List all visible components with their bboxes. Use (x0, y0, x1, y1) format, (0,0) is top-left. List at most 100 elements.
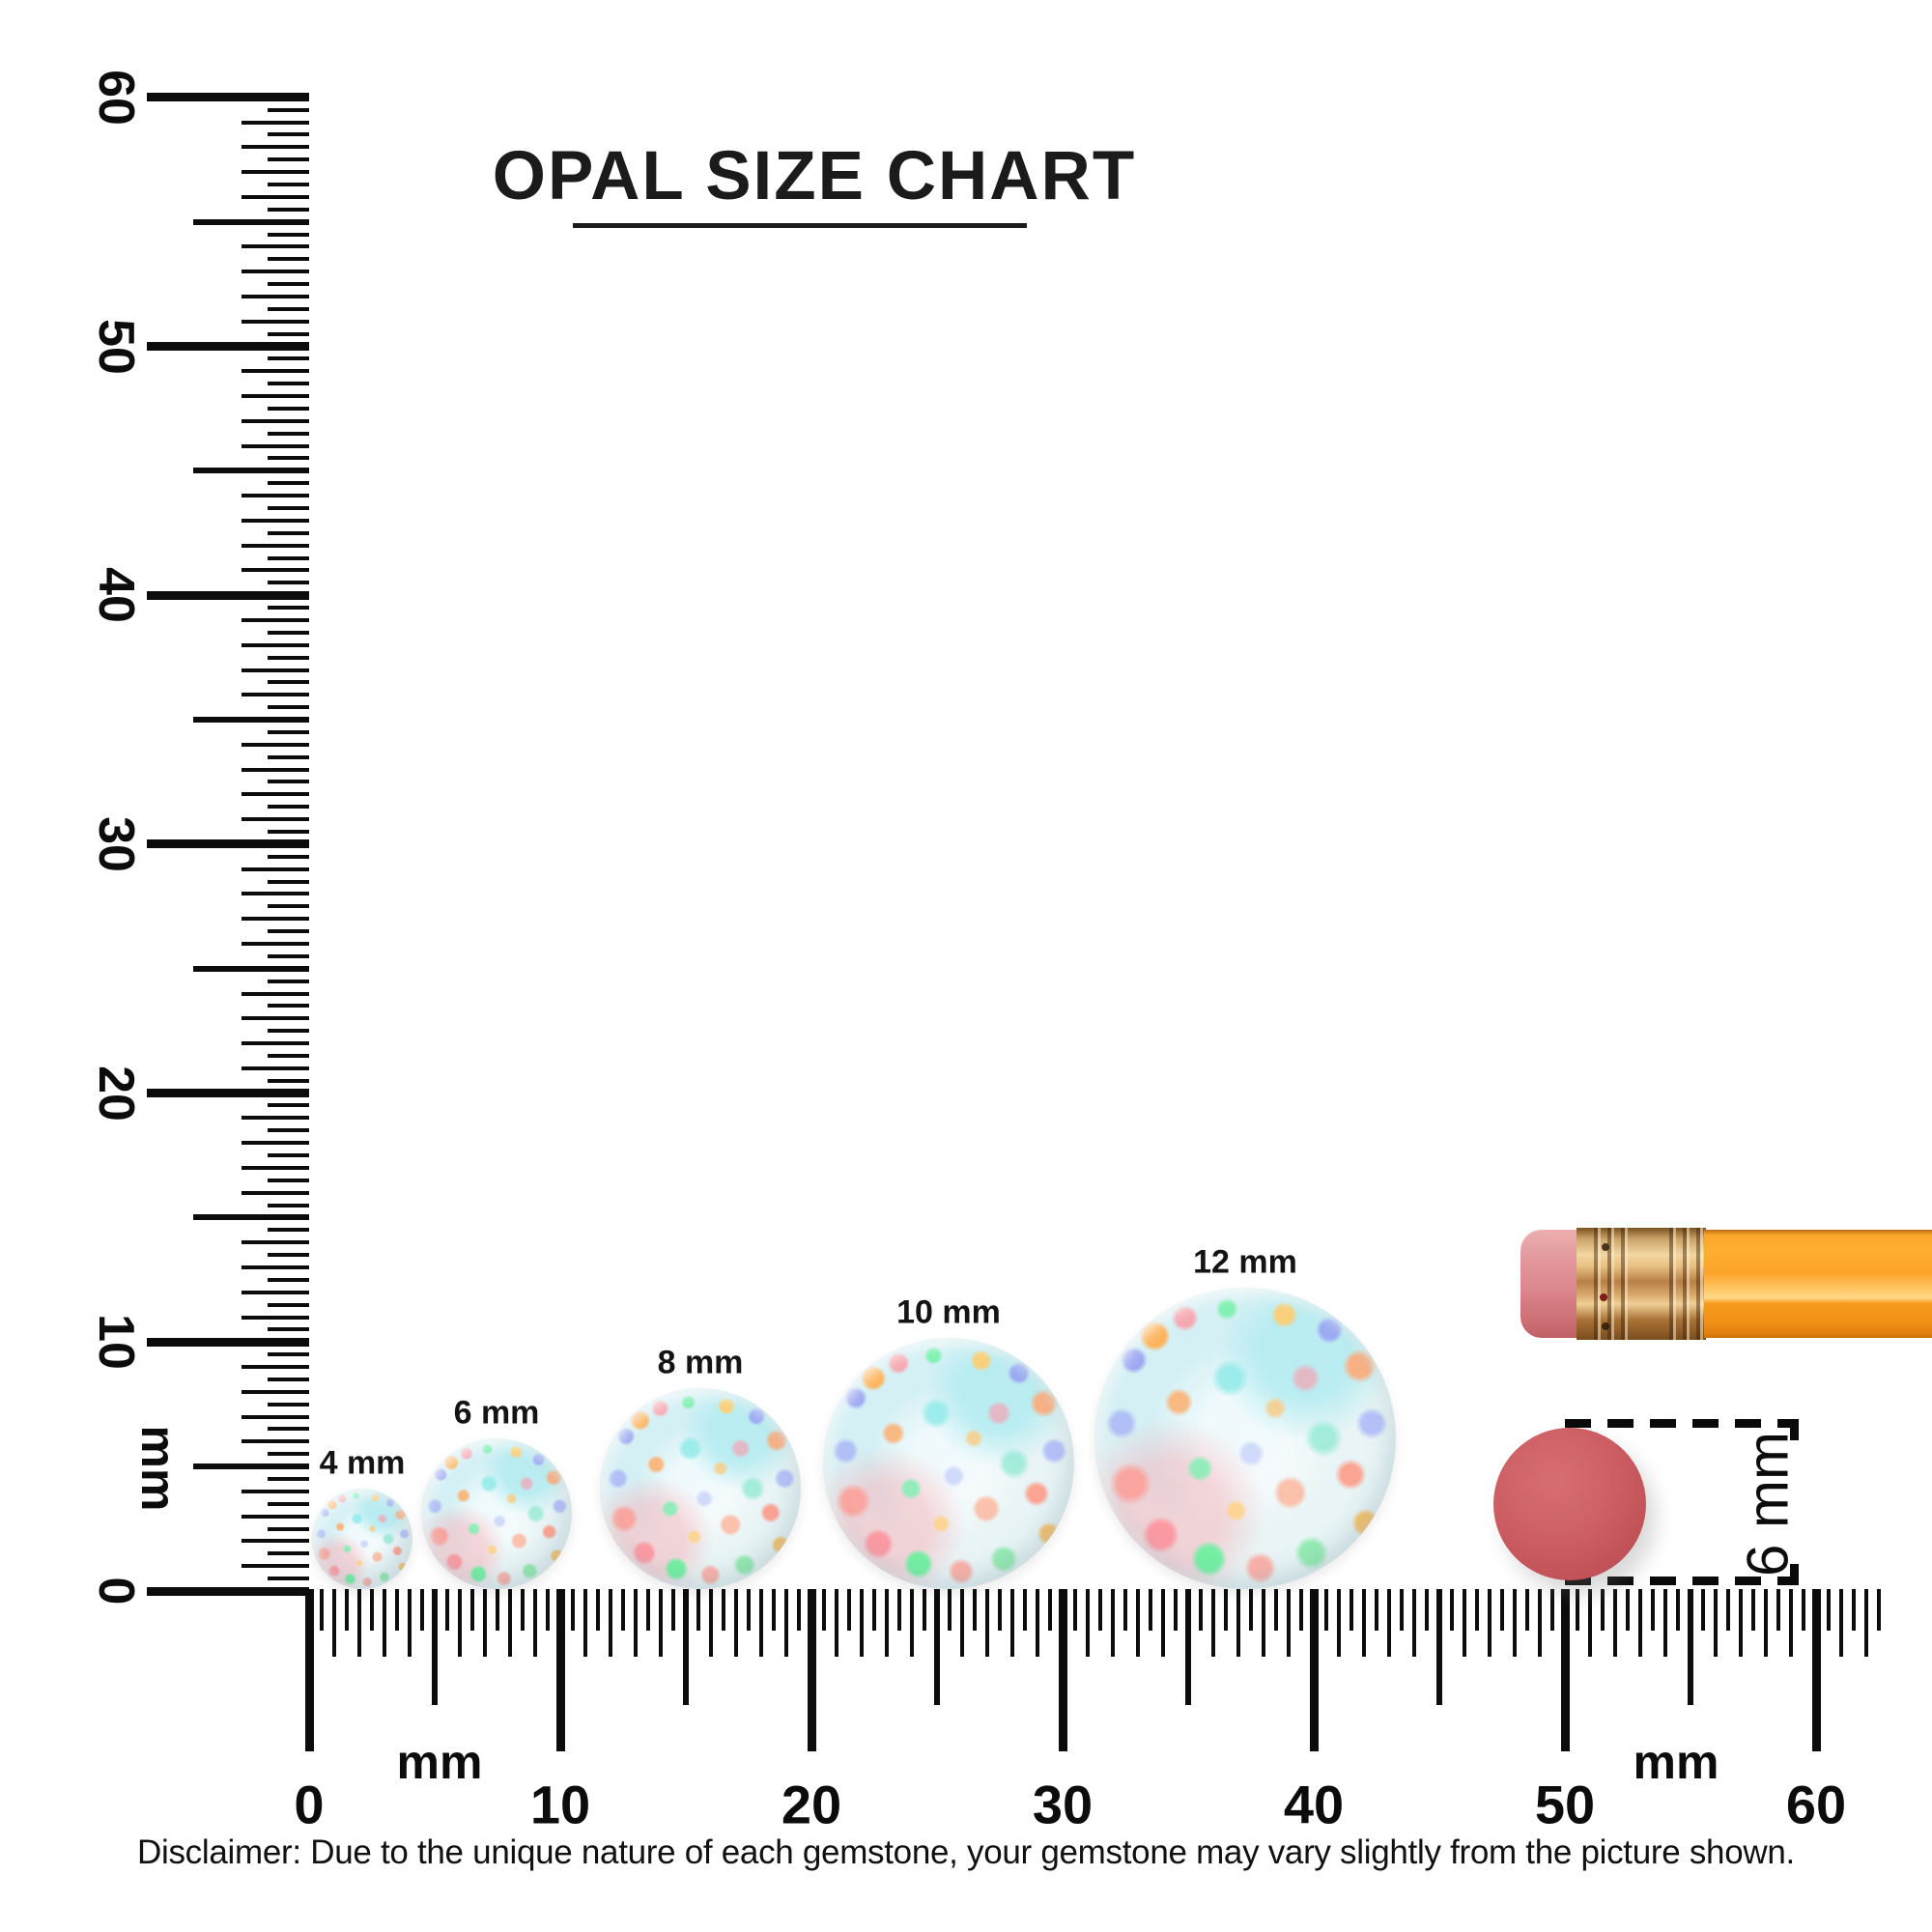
ruler-tick (1739, 1589, 1743, 1657)
measure-dash-top (1565, 1419, 1799, 1428)
ruler-tick (268, 1477, 309, 1482)
ruler-tick (268, 207, 309, 212)
ruler-tick (268, 1078, 309, 1083)
ruler-tick (193, 965, 309, 972)
ruler-tick (1058, 1589, 1067, 1751)
ruler-tick (1425, 1589, 1429, 1631)
ruler-tick (268, 1029, 309, 1034)
ruler-tick (1638, 1589, 1642, 1657)
ruler-tick (268, 729, 309, 734)
ruler-tick (934, 1589, 940, 1705)
opal-size-label: 8 mm (657, 1344, 744, 1381)
ruler-tick (1613, 1589, 1617, 1657)
ruler-tick (1560, 1589, 1570, 1751)
ruler-tick (147, 1586, 309, 1596)
ruler-tick (242, 120, 309, 125)
ruler-tick (242, 319, 309, 324)
eraser-measure-label: 6 mm (1735, 1432, 1801, 1577)
opal-gemstone (1094, 1288, 1396, 1589)
ruler-tick (1701, 1589, 1705, 1631)
ruler-tick (147, 839, 309, 849)
ruler-tick (1500, 1589, 1504, 1631)
ruler-tick (332, 1589, 336, 1657)
ruler-tick (1073, 1589, 1077, 1631)
ruler-tick (268, 655, 309, 660)
ruler-tick (1751, 1589, 1755, 1631)
ruler-tick (268, 754, 309, 759)
ruler-tick (1852, 1589, 1856, 1631)
ruler-tick (242, 1365, 309, 1370)
ruler-tick (268, 581, 309, 585)
ruler-tick (242, 693, 309, 697)
ruler-tick (268, 854, 309, 859)
ruler-tick (1651, 1589, 1655, 1631)
ruler-tick (1839, 1589, 1843, 1657)
ruler-tick (242, 617, 309, 622)
ruler-tick (242, 991, 309, 996)
ruler-tick (822, 1589, 826, 1631)
ruler-number-label: 60 (1785, 1774, 1847, 1835)
ruler-tick (1450, 1589, 1454, 1631)
ruler-tick (268, 805, 309, 810)
ruler-tick (268, 1327, 309, 1332)
ruler-tick (268, 257, 309, 262)
pencil-eraser-tip (1520, 1230, 1578, 1338)
ruler-tick (1174, 1589, 1178, 1631)
ruler-tick (242, 1240, 309, 1245)
ruler-tick (268, 680, 309, 685)
pencil-body (1704, 1230, 1932, 1338)
ruler-tick (784, 1589, 788, 1657)
ruler-tick (1350, 1589, 1353, 1631)
ruler-tick (268, 1228, 309, 1233)
ruler-tick (242, 1414, 309, 1419)
ruler-tick (521, 1589, 525, 1631)
ruler-tick (1262, 1589, 1265, 1657)
ruler-tick (268, 1253, 309, 1258)
ruler-tick (483, 1589, 487, 1657)
ruler-tick (268, 1203, 309, 1208)
ruler-tick (242, 1539, 309, 1544)
ruler-tick (242, 1439, 309, 1444)
ruler-number-label: 10 (529, 1774, 591, 1835)
ruler-tick (242, 867, 309, 871)
ruler-tick (242, 642, 309, 647)
ruler-number-label: 50 (1534, 1774, 1596, 1835)
ruler-tick (1236, 1589, 1240, 1657)
ruler-tick (304, 1589, 314, 1751)
ruler-tick (1224, 1589, 1228, 1631)
ruler-tick (910, 1589, 914, 1657)
ruler-tick (268, 382, 309, 386)
ruler-tick (596, 1589, 600, 1631)
ruler-tick (1789, 1589, 1793, 1657)
measure-dash-end-top (1790, 1421, 1799, 1440)
ruler-tick (147, 1089, 309, 1098)
ruler-tick (345, 1589, 349, 1631)
ferrule-rivet (1600, 1293, 1607, 1301)
ruler-number-label: 10 (88, 1314, 144, 1371)
ruler-tick (555, 1589, 565, 1751)
ruler-tick (242, 294, 309, 298)
ruler-tick (242, 394, 309, 399)
ruler-tick (268, 904, 309, 909)
ruler-number-label: 20 (88, 1065, 144, 1122)
ruler-tick (1324, 1589, 1328, 1631)
ruler-tick (1149, 1589, 1152, 1631)
ruler-tick (242, 1165, 309, 1170)
ruler-tick (268, 331, 309, 336)
ruler-tick (268, 1402, 309, 1406)
ruler-tick (242, 1514, 309, 1519)
ruler-tick (268, 1577, 309, 1581)
ruler-number-label: 0 (294, 1774, 325, 1835)
opal-size-label: 4 mm (319, 1444, 406, 1482)
ruler-tick (242, 443, 309, 448)
ruler-tick (242, 568, 309, 573)
ruler-tick (242, 1264, 309, 1269)
ruler-tick (1036, 1589, 1039, 1657)
ruler-tick (268, 1551, 309, 1556)
ruler-tick (696, 1589, 700, 1631)
ruler-tick (1412, 1589, 1416, 1657)
ferrule-crimp-right (1665, 1228, 1704, 1340)
ruler-tick (1086, 1589, 1090, 1657)
measure-dash-end-bottom (1790, 1564, 1799, 1583)
ruler-tick (646, 1589, 650, 1631)
